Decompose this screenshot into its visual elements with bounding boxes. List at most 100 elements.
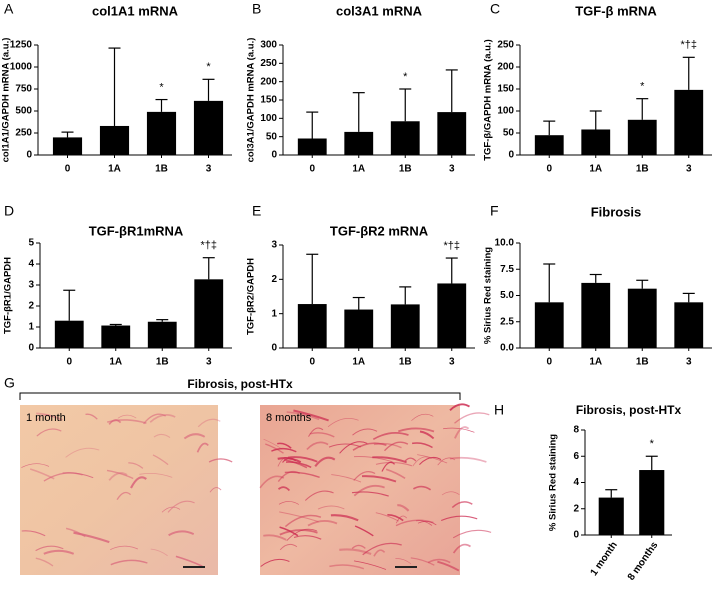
x-tick-label: 0 bbox=[546, 357, 552, 368]
tissue-streak bbox=[309, 432, 335, 438]
tissue-streak bbox=[284, 471, 320, 478]
tissue-streak bbox=[110, 545, 139, 550]
tissue-streak bbox=[110, 559, 148, 566]
tissue-streak bbox=[372, 456, 407, 464]
tissue-streak bbox=[372, 432, 409, 441]
tissue-streak bbox=[441, 491, 460, 496]
tissue-streak bbox=[308, 427, 324, 437]
x-tick-label: 1B bbox=[399, 164, 412, 175]
y-tick-label: 100 bbox=[497, 106, 514, 117]
bar bbox=[193, 100, 224, 155]
x-tick-label: 3 bbox=[686, 357, 692, 368]
tissue-streak bbox=[284, 514, 322, 528]
tissue-streak bbox=[293, 409, 329, 422]
tissue-streak bbox=[153, 433, 171, 439]
tissue-streak bbox=[395, 558, 412, 565]
tissue-streak bbox=[417, 454, 448, 464]
tissue-streak bbox=[279, 526, 299, 537]
tissue-streak bbox=[260, 558, 290, 567]
y-tick-label: 2 bbox=[271, 274, 277, 285]
y-tick-label: 10.0 bbox=[495, 238, 515, 249]
tissue-streak bbox=[152, 454, 169, 466]
y-axis-label: TGF-βR2/GAPDH bbox=[246, 258, 257, 335]
tissue-streak bbox=[417, 521, 437, 526]
bar bbox=[344, 131, 374, 155]
tissue-streak bbox=[279, 529, 318, 536]
bar bbox=[598, 497, 624, 535]
tissue-streak bbox=[411, 413, 434, 421]
tissue-streak bbox=[304, 490, 334, 501]
bar bbox=[674, 302, 704, 348]
y-tick-label: 6 bbox=[573, 451, 579, 462]
tissue-streak bbox=[385, 468, 406, 479]
tissue-streak bbox=[410, 557, 435, 566]
micrograph-bg bbox=[20, 405, 218, 575]
x-tick-label: 0 bbox=[309, 164, 315, 175]
y-tick-label: 150 bbox=[260, 95, 277, 106]
panel-letter: E bbox=[252, 203, 261, 219]
y-tick-label: 1250 bbox=[10, 40, 33, 51]
tissue-streak bbox=[398, 427, 435, 433]
tissue-streak bbox=[263, 534, 287, 541]
significance: * bbox=[206, 61, 211, 73]
y-tick-label: 3 bbox=[271, 240, 277, 251]
image-label: 1 month bbox=[26, 412, 66, 424]
significance: *†‡ bbox=[200, 240, 217, 252]
x-tick-label: 1A bbox=[352, 357, 365, 368]
tissue-streak bbox=[353, 471, 376, 481]
tissue-streak bbox=[106, 469, 134, 480]
tissue-streak bbox=[375, 461, 413, 467]
tissue-streak bbox=[271, 447, 297, 453]
tissue-streak bbox=[353, 484, 385, 497]
bar bbox=[534, 302, 564, 348]
y-tick-label: 250 bbox=[15, 128, 32, 139]
chart-title: Fibrosis, post-HTx bbox=[576, 403, 682, 417]
x-tick-label: 1A bbox=[108, 164, 121, 175]
y-tick-label: 4 bbox=[573, 477, 579, 488]
tissue-streak bbox=[73, 531, 110, 544]
bar bbox=[390, 121, 420, 155]
tissue-streak bbox=[352, 428, 378, 436]
y-tick-label: 0 bbox=[271, 343, 277, 354]
tissue-streak bbox=[454, 412, 490, 424]
y-axis-label: TGF-β/GAPDH mRNA (a.u.) bbox=[483, 39, 494, 161]
panel-letter: C bbox=[490, 1, 500, 17]
tissue-streak bbox=[139, 472, 173, 478]
x-tick-label: 0 bbox=[66, 357, 72, 368]
tissue-streak bbox=[412, 485, 432, 491]
y-tick-label: 0 bbox=[271, 150, 277, 161]
bar bbox=[99, 125, 130, 155]
x-tick-label: 1B bbox=[156, 357, 169, 368]
panel-title: Fibrosis, post-HTx bbox=[187, 377, 293, 391]
x-tick-label: 0 bbox=[65, 164, 71, 175]
tissue-streak bbox=[307, 520, 338, 527]
tissue-streak bbox=[437, 457, 456, 466]
tissue-streak bbox=[150, 548, 168, 557]
y-tick-label: 2 bbox=[573, 503, 579, 514]
tissue-streak bbox=[411, 442, 433, 449]
image-label: 8 months bbox=[266, 412, 312, 424]
y-tick-label: 2 bbox=[28, 301, 34, 312]
y-tick-label: 2.5 bbox=[500, 316, 514, 327]
x-tick-label: 3 bbox=[449, 357, 455, 368]
tissue-streak bbox=[116, 491, 132, 501]
y-tick-label: 500 bbox=[15, 106, 32, 117]
tissue-streak bbox=[167, 500, 195, 513]
significance: *†‡ bbox=[680, 39, 697, 51]
tissue-streak bbox=[277, 442, 292, 449]
bar bbox=[146, 111, 177, 155]
tissue-streak bbox=[62, 472, 94, 479]
bar bbox=[581, 129, 611, 155]
tissue-streak bbox=[395, 515, 408, 524]
tissue-streak bbox=[175, 555, 203, 567]
significance: * bbox=[159, 81, 164, 93]
tissue-streak bbox=[449, 403, 470, 411]
tissue-streak bbox=[259, 475, 285, 489]
tissue-streak bbox=[451, 501, 473, 509]
tissue-streak bbox=[65, 527, 86, 538]
tissue-streak bbox=[412, 456, 432, 467]
x-tick-label: 1A bbox=[109, 357, 122, 368]
bar bbox=[627, 288, 657, 348]
tissue-streak bbox=[395, 519, 434, 527]
y-tick-label: 0 bbox=[508, 150, 514, 161]
